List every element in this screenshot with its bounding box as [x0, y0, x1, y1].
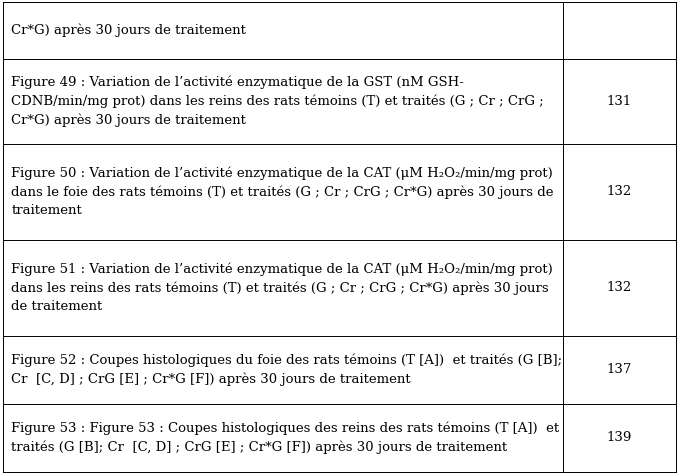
Text: Cr*G) après 30 jours de traitement: Cr*G) après 30 jours de traitement [12, 24, 246, 37]
Text: 139: 139 [607, 431, 632, 444]
Text: 131: 131 [607, 95, 632, 108]
Text: Figure 50 : Variation de l’activité enzymatique de la CAT (μM H₂O₂/min/mg prot)
: Figure 50 : Variation de l’activité enzy… [12, 167, 554, 217]
Text: 132: 132 [607, 282, 632, 294]
Text: Figure 53 : Figure 53 : Coupes histologiques des reins des rats témoins (T [A]) : Figure 53 : Figure 53 : Coupes histologi… [12, 421, 559, 454]
Text: 132: 132 [607, 185, 632, 198]
Text: 137: 137 [607, 364, 632, 376]
Text: Figure 52 : Coupes histologiques du foie des rats témoins (T [A])  et traités (G: Figure 52 : Coupes histologiques du foie… [12, 354, 562, 386]
Text: Figure 51 : Variation de l’activité enzymatique de la CAT (μM H₂O₂/min/mg prot)
: Figure 51 : Variation de l’activité enzy… [12, 263, 553, 313]
Text: Figure 49 : Variation de l’activité enzymatique de la GST (nM GSH-
CDNB/min/mg p: Figure 49 : Variation de l’activité enzy… [12, 76, 544, 127]
